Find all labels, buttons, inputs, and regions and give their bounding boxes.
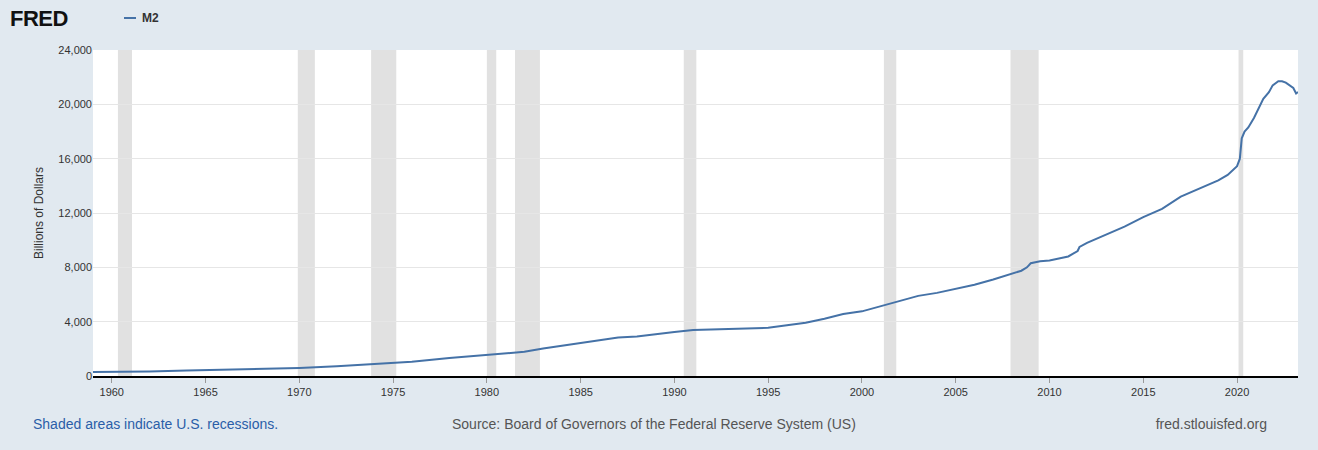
svg-text:0: 0 (86, 370, 92, 382)
svg-text:4,000: 4,000 (64, 316, 92, 328)
svg-text:1995: 1995 (756, 386, 780, 398)
svg-text:8,000: 8,000 (64, 261, 92, 273)
html-text:Shaded areas indicate U.S. rec: Shaded areas indicate U.S. recessions. (33, 416, 279, 432)
svg-text:20,000: 20,000 (58, 98, 92, 110)
html-text:M2: M2 (142, 11, 159, 25)
svg-text:1970: 1970 (287, 386, 311, 398)
svg-text:1975: 1975 (381, 386, 405, 398)
svg-text:Billions of Dollars: Billions of Dollars (32, 167, 46, 259)
svg-text:1980: 1980 (475, 386, 499, 398)
svg-text:1965: 1965 (193, 386, 217, 398)
svg-text:16,000: 16,000 (58, 153, 92, 165)
html-text:fred.stlouisfed.org: fred.stlouisfed.org (1155, 416, 1267, 432)
svg-text:2015: 2015 (1131, 386, 1155, 398)
svg-text:2000: 2000 (850, 386, 874, 398)
svg-text:1990: 1990 (662, 386, 686, 398)
svg-text:1985: 1985 (568, 386, 592, 398)
html-text:Source: Board of Governors of: Source: Board of Governors of the Federa… (452, 416, 856, 432)
html-text:FRED: FRED (10, 6, 68, 31)
svg-text:1960: 1960 (100, 386, 124, 398)
svg-text:2010: 2010 (1037, 386, 1061, 398)
svg-text:2005: 2005 (943, 386, 967, 398)
svg-text:2020: 2020 (1225, 386, 1249, 398)
svg-text:24,000: 24,000 (58, 44, 92, 56)
svg-text:12,000: 12,000 (58, 207, 92, 219)
